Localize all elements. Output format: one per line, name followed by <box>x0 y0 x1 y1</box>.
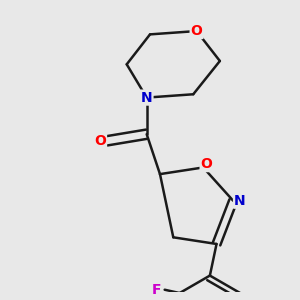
Text: O: O <box>201 157 212 171</box>
Text: O: O <box>94 134 106 148</box>
Text: N: N <box>234 194 246 208</box>
Text: N: N <box>141 91 152 105</box>
Text: F: F <box>152 283 161 297</box>
Text: O: O <box>190 24 202 38</box>
